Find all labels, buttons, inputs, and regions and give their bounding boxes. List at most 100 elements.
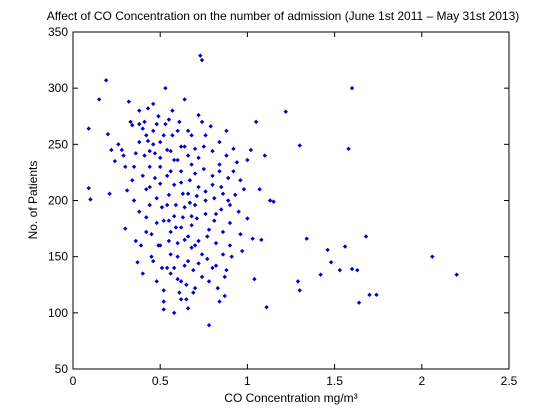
data-point bbox=[161, 133, 166, 138]
y-tick-label: 300 bbox=[48, 81, 68, 95]
data-point bbox=[158, 139, 163, 145]
data-point bbox=[144, 187, 149, 192]
data-point bbox=[212, 218, 217, 223]
data-point bbox=[454, 272, 459, 277]
data-point bbox=[208, 124, 213, 129]
data-point bbox=[163, 121, 168, 127]
data-point bbox=[185, 258, 191, 264]
data-point bbox=[166, 238, 172, 244]
data-point bbox=[164, 147, 170, 153]
data-point bbox=[206, 279, 212, 284]
data-point bbox=[166, 192, 172, 198]
data-point bbox=[137, 121, 142, 127]
data-point bbox=[236, 209, 241, 214]
data-point bbox=[238, 178, 243, 183]
data-point bbox=[250, 236, 255, 241]
data-point bbox=[224, 128, 229, 134]
data-point bbox=[168, 229, 173, 235]
data-point bbox=[304, 236, 309, 241]
data-point bbox=[147, 164, 152, 169]
data-point bbox=[161, 299, 166, 304]
data-point bbox=[171, 214, 177, 219]
data-point bbox=[222, 293, 227, 299]
data-point bbox=[213, 240, 219, 246]
data-point bbox=[171, 310, 177, 316]
data-point bbox=[109, 147, 114, 153]
data-point bbox=[166, 117, 172, 122]
data-point bbox=[189, 133, 194, 138]
data-point bbox=[215, 285, 220, 291]
data-point bbox=[355, 267, 360, 273]
data-point bbox=[220, 191, 226, 196]
data-point bbox=[164, 202, 170, 208]
data-point bbox=[210, 148, 215, 154]
data-point bbox=[149, 232, 154, 237]
data-point bbox=[154, 279, 159, 284]
data-point bbox=[151, 128, 156, 134]
data-point bbox=[158, 155, 163, 161]
data-point bbox=[140, 271, 145, 276]
data-point bbox=[205, 256, 210, 262]
data-point bbox=[227, 243, 233, 248]
data-point bbox=[182, 97, 187, 102]
data-point bbox=[318, 272, 323, 277]
data-point bbox=[210, 173, 215, 178]
data-point bbox=[175, 240, 180, 246]
data-point bbox=[184, 297, 189, 302]
data-point bbox=[149, 254, 154, 259]
data-point bbox=[217, 299, 222, 304]
y-tick-label: 250 bbox=[48, 137, 68, 151]
data-point bbox=[151, 101, 156, 107]
data-point bbox=[185, 128, 191, 134]
data-point bbox=[213, 263, 219, 268]
data-point bbox=[220, 252, 226, 257]
data-point bbox=[224, 267, 229, 273]
data-point bbox=[154, 220, 159, 226]
data-point bbox=[138, 243, 144, 248]
data-point bbox=[213, 211, 219, 217]
data-point bbox=[86, 185, 91, 191]
data-point bbox=[173, 225, 179, 230]
data-point bbox=[238, 232, 243, 237]
data-point bbox=[257, 187, 262, 192]
data-point bbox=[203, 133, 208, 138]
data-point bbox=[163, 85, 168, 91]
data-point bbox=[185, 234, 191, 239]
data-point bbox=[171, 182, 177, 187]
data-point bbox=[159, 205, 165, 210]
data-point bbox=[128, 119, 133, 125]
data-point bbox=[192, 146, 198, 152]
y-tick-label: 350 bbox=[48, 25, 68, 39]
data-point bbox=[154, 196, 159, 201]
data-point bbox=[297, 288, 302, 293]
data-point bbox=[210, 265, 215, 271]
data-point bbox=[184, 282, 189, 287]
plot-area bbox=[72, 31, 510, 370]
data-point bbox=[180, 191, 186, 196]
data-point bbox=[178, 144, 184, 149]
data-point bbox=[189, 223, 194, 228]
data-point bbox=[201, 144, 206, 149]
data-point bbox=[227, 202, 233, 208]
x-tick-label: 1 bbox=[244, 374, 251, 388]
data-point bbox=[130, 178, 135, 183]
data-point bbox=[205, 234, 210, 239]
data-point bbox=[96, 97, 102, 102]
data-point bbox=[144, 133, 149, 138]
data-point bbox=[234, 160, 240, 165]
data-point bbox=[217, 162, 222, 167]
data-point bbox=[133, 238, 138, 244]
data-point bbox=[192, 171, 198, 176]
data-point bbox=[210, 182, 215, 187]
data-point bbox=[229, 254, 234, 259]
data-point bbox=[178, 180, 184, 185]
data-point bbox=[168, 148, 173, 154]
data-point bbox=[164, 265, 170, 271]
data-point bbox=[199, 57, 205, 63]
y-tick-label: 100 bbox=[48, 306, 68, 320]
data-point bbox=[231, 146, 236, 152]
data-point bbox=[170, 108, 175, 113]
data-point bbox=[189, 245, 194, 250]
data-point bbox=[180, 215, 186, 220]
